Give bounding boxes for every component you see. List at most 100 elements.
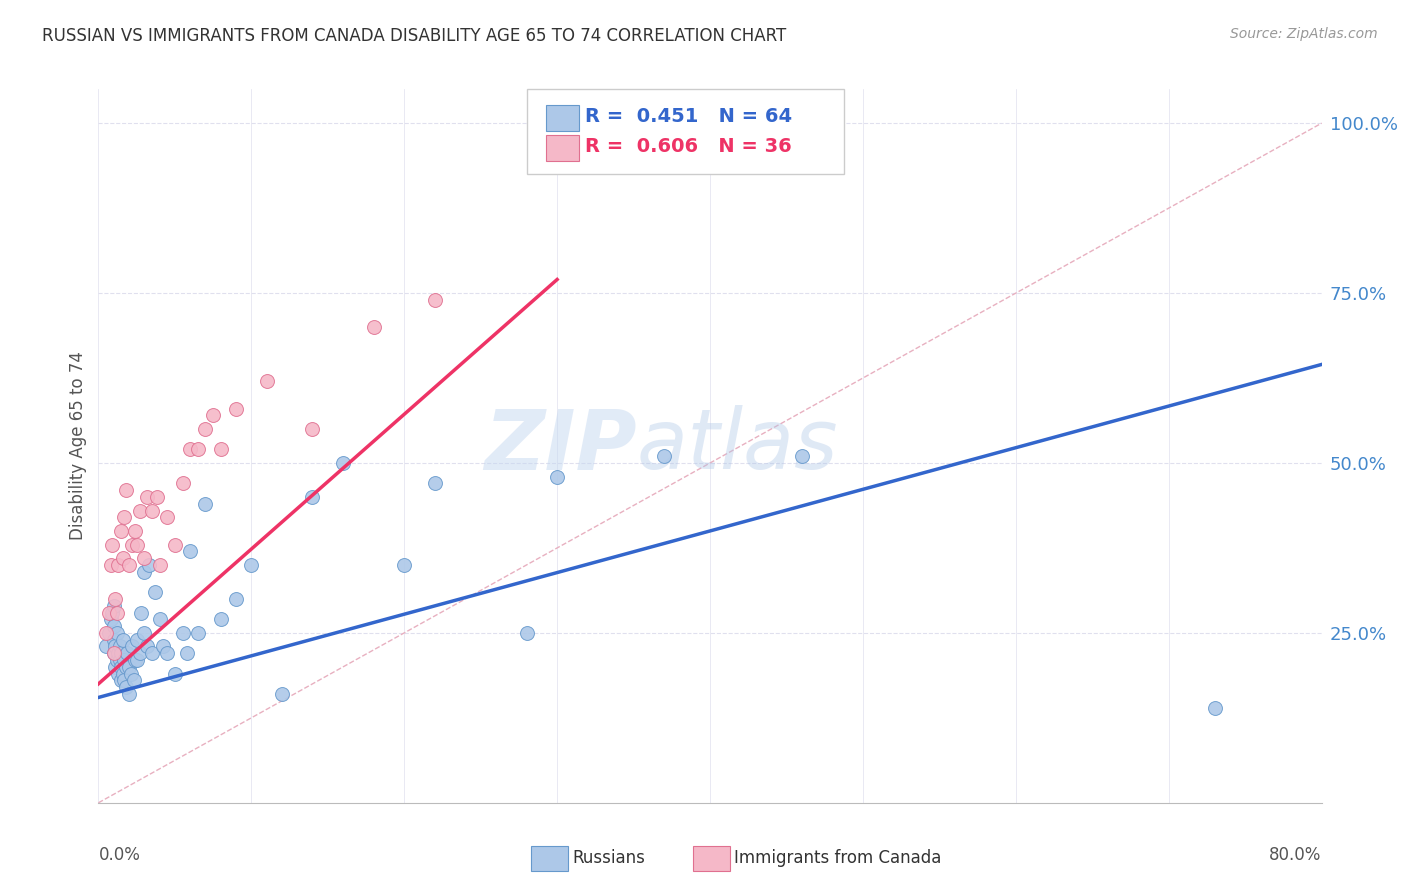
Point bbox=[423, 293, 446, 307]
Point bbox=[104, 591, 127, 606]
Point bbox=[546, 150, 568, 164]
Point bbox=[118, 687, 141, 701]
Point bbox=[103, 646, 125, 660]
Point bbox=[143, 585, 166, 599]
Point bbox=[141, 646, 163, 660]
Point bbox=[172, 626, 194, 640]
Point bbox=[105, 626, 128, 640]
Text: Immigrants from Canada: Immigrants from Canada bbox=[734, 849, 941, 867]
Point bbox=[240, 558, 263, 572]
Point bbox=[124, 653, 146, 667]
Point bbox=[107, 666, 129, 681]
Point bbox=[112, 510, 135, 524]
Point bbox=[194, 497, 217, 511]
Point bbox=[134, 551, 156, 566]
Point bbox=[392, 558, 416, 572]
Point bbox=[98, 606, 121, 620]
Point bbox=[141, 503, 163, 517]
Point bbox=[145, 490, 167, 504]
Point bbox=[301, 422, 323, 436]
Point bbox=[149, 612, 172, 626]
Point bbox=[546, 469, 568, 483]
Point bbox=[98, 626, 121, 640]
Point bbox=[94, 626, 117, 640]
Point bbox=[134, 626, 156, 640]
Point bbox=[163, 537, 186, 551]
Point bbox=[156, 646, 179, 660]
Point bbox=[112, 653, 135, 667]
Point bbox=[423, 476, 446, 491]
Point bbox=[105, 653, 128, 667]
Point bbox=[163, 666, 186, 681]
Text: ZIP: ZIP bbox=[484, 406, 637, 486]
Point bbox=[149, 558, 172, 572]
Point bbox=[115, 660, 138, 674]
Point bbox=[187, 442, 209, 457]
Point bbox=[363, 320, 385, 334]
Point bbox=[122, 673, 145, 688]
Point bbox=[790, 449, 813, 463]
Point bbox=[225, 401, 247, 416]
Point bbox=[104, 640, 127, 654]
Point bbox=[107, 646, 129, 660]
Point bbox=[103, 619, 125, 633]
Point bbox=[111, 666, 134, 681]
Point bbox=[108, 653, 131, 667]
Text: Source: ZipAtlas.com: Source: ZipAtlas.com bbox=[1230, 27, 1378, 41]
Point bbox=[118, 558, 141, 572]
Point bbox=[101, 606, 124, 620]
Point bbox=[121, 537, 143, 551]
Point bbox=[107, 558, 129, 572]
Text: R =  0.451   N = 64: R = 0.451 N = 64 bbox=[585, 107, 792, 127]
Point bbox=[117, 646, 139, 660]
Point bbox=[134, 565, 156, 579]
Text: 80.0%: 80.0% bbox=[1270, 846, 1322, 863]
Point bbox=[100, 612, 122, 626]
Point bbox=[105, 606, 128, 620]
Point bbox=[115, 483, 138, 498]
Point bbox=[101, 537, 124, 551]
Point bbox=[332, 456, 354, 470]
Point bbox=[125, 653, 148, 667]
Point bbox=[111, 551, 134, 566]
Point bbox=[179, 544, 201, 558]
Point bbox=[301, 490, 323, 504]
Point bbox=[516, 626, 538, 640]
Point bbox=[112, 673, 135, 688]
Point bbox=[125, 632, 148, 647]
Point bbox=[104, 660, 127, 674]
Point bbox=[110, 524, 132, 538]
Text: R =  0.606   N = 36: R = 0.606 N = 36 bbox=[585, 136, 792, 156]
Point bbox=[108, 640, 131, 654]
Point bbox=[138, 558, 160, 572]
Point bbox=[152, 640, 174, 654]
Point bbox=[100, 558, 122, 572]
Point bbox=[187, 626, 209, 640]
Point bbox=[110, 660, 132, 674]
Text: atlas: atlas bbox=[637, 406, 838, 486]
Point bbox=[225, 591, 247, 606]
Text: 0.0%: 0.0% bbox=[98, 846, 141, 863]
Point bbox=[103, 632, 125, 647]
Point bbox=[652, 449, 675, 463]
Point bbox=[256, 375, 278, 389]
Text: RUSSIAN VS IMMIGRANTS FROM CANADA DISABILITY AGE 65 TO 74 CORRELATION CHART: RUSSIAN VS IMMIGRANTS FROM CANADA DISABI… bbox=[42, 27, 786, 45]
Point bbox=[103, 646, 125, 660]
Point bbox=[129, 606, 152, 620]
Point bbox=[115, 680, 138, 694]
Point bbox=[125, 537, 148, 551]
Point bbox=[209, 442, 232, 457]
Point bbox=[194, 422, 217, 436]
Point bbox=[121, 640, 143, 654]
Point bbox=[179, 442, 201, 457]
Point bbox=[111, 632, 134, 647]
Point bbox=[172, 476, 194, 491]
Point bbox=[128, 503, 150, 517]
Point bbox=[1204, 700, 1226, 714]
Point bbox=[103, 599, 125, 613]
Y-axis label: Disability Age 65 to 74: Disability Age 65 to 74 bbox=[69, 351, 87, 541]
Point bbox=[110, 646, 132, 660]
Point bbox=[128, 646, 150, 660]
Text: Russians: Russians bbox=[572, 849, 645, 867]
Point bbox=[202, 409, 225, 423]
